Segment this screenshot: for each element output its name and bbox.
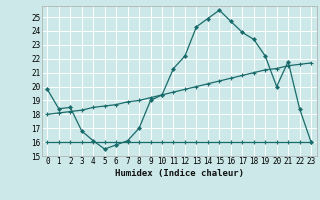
- X-axis label: Humidex (Indice chaleur): Humidex (Indice chaleur): [115, 169, 244, 178]
